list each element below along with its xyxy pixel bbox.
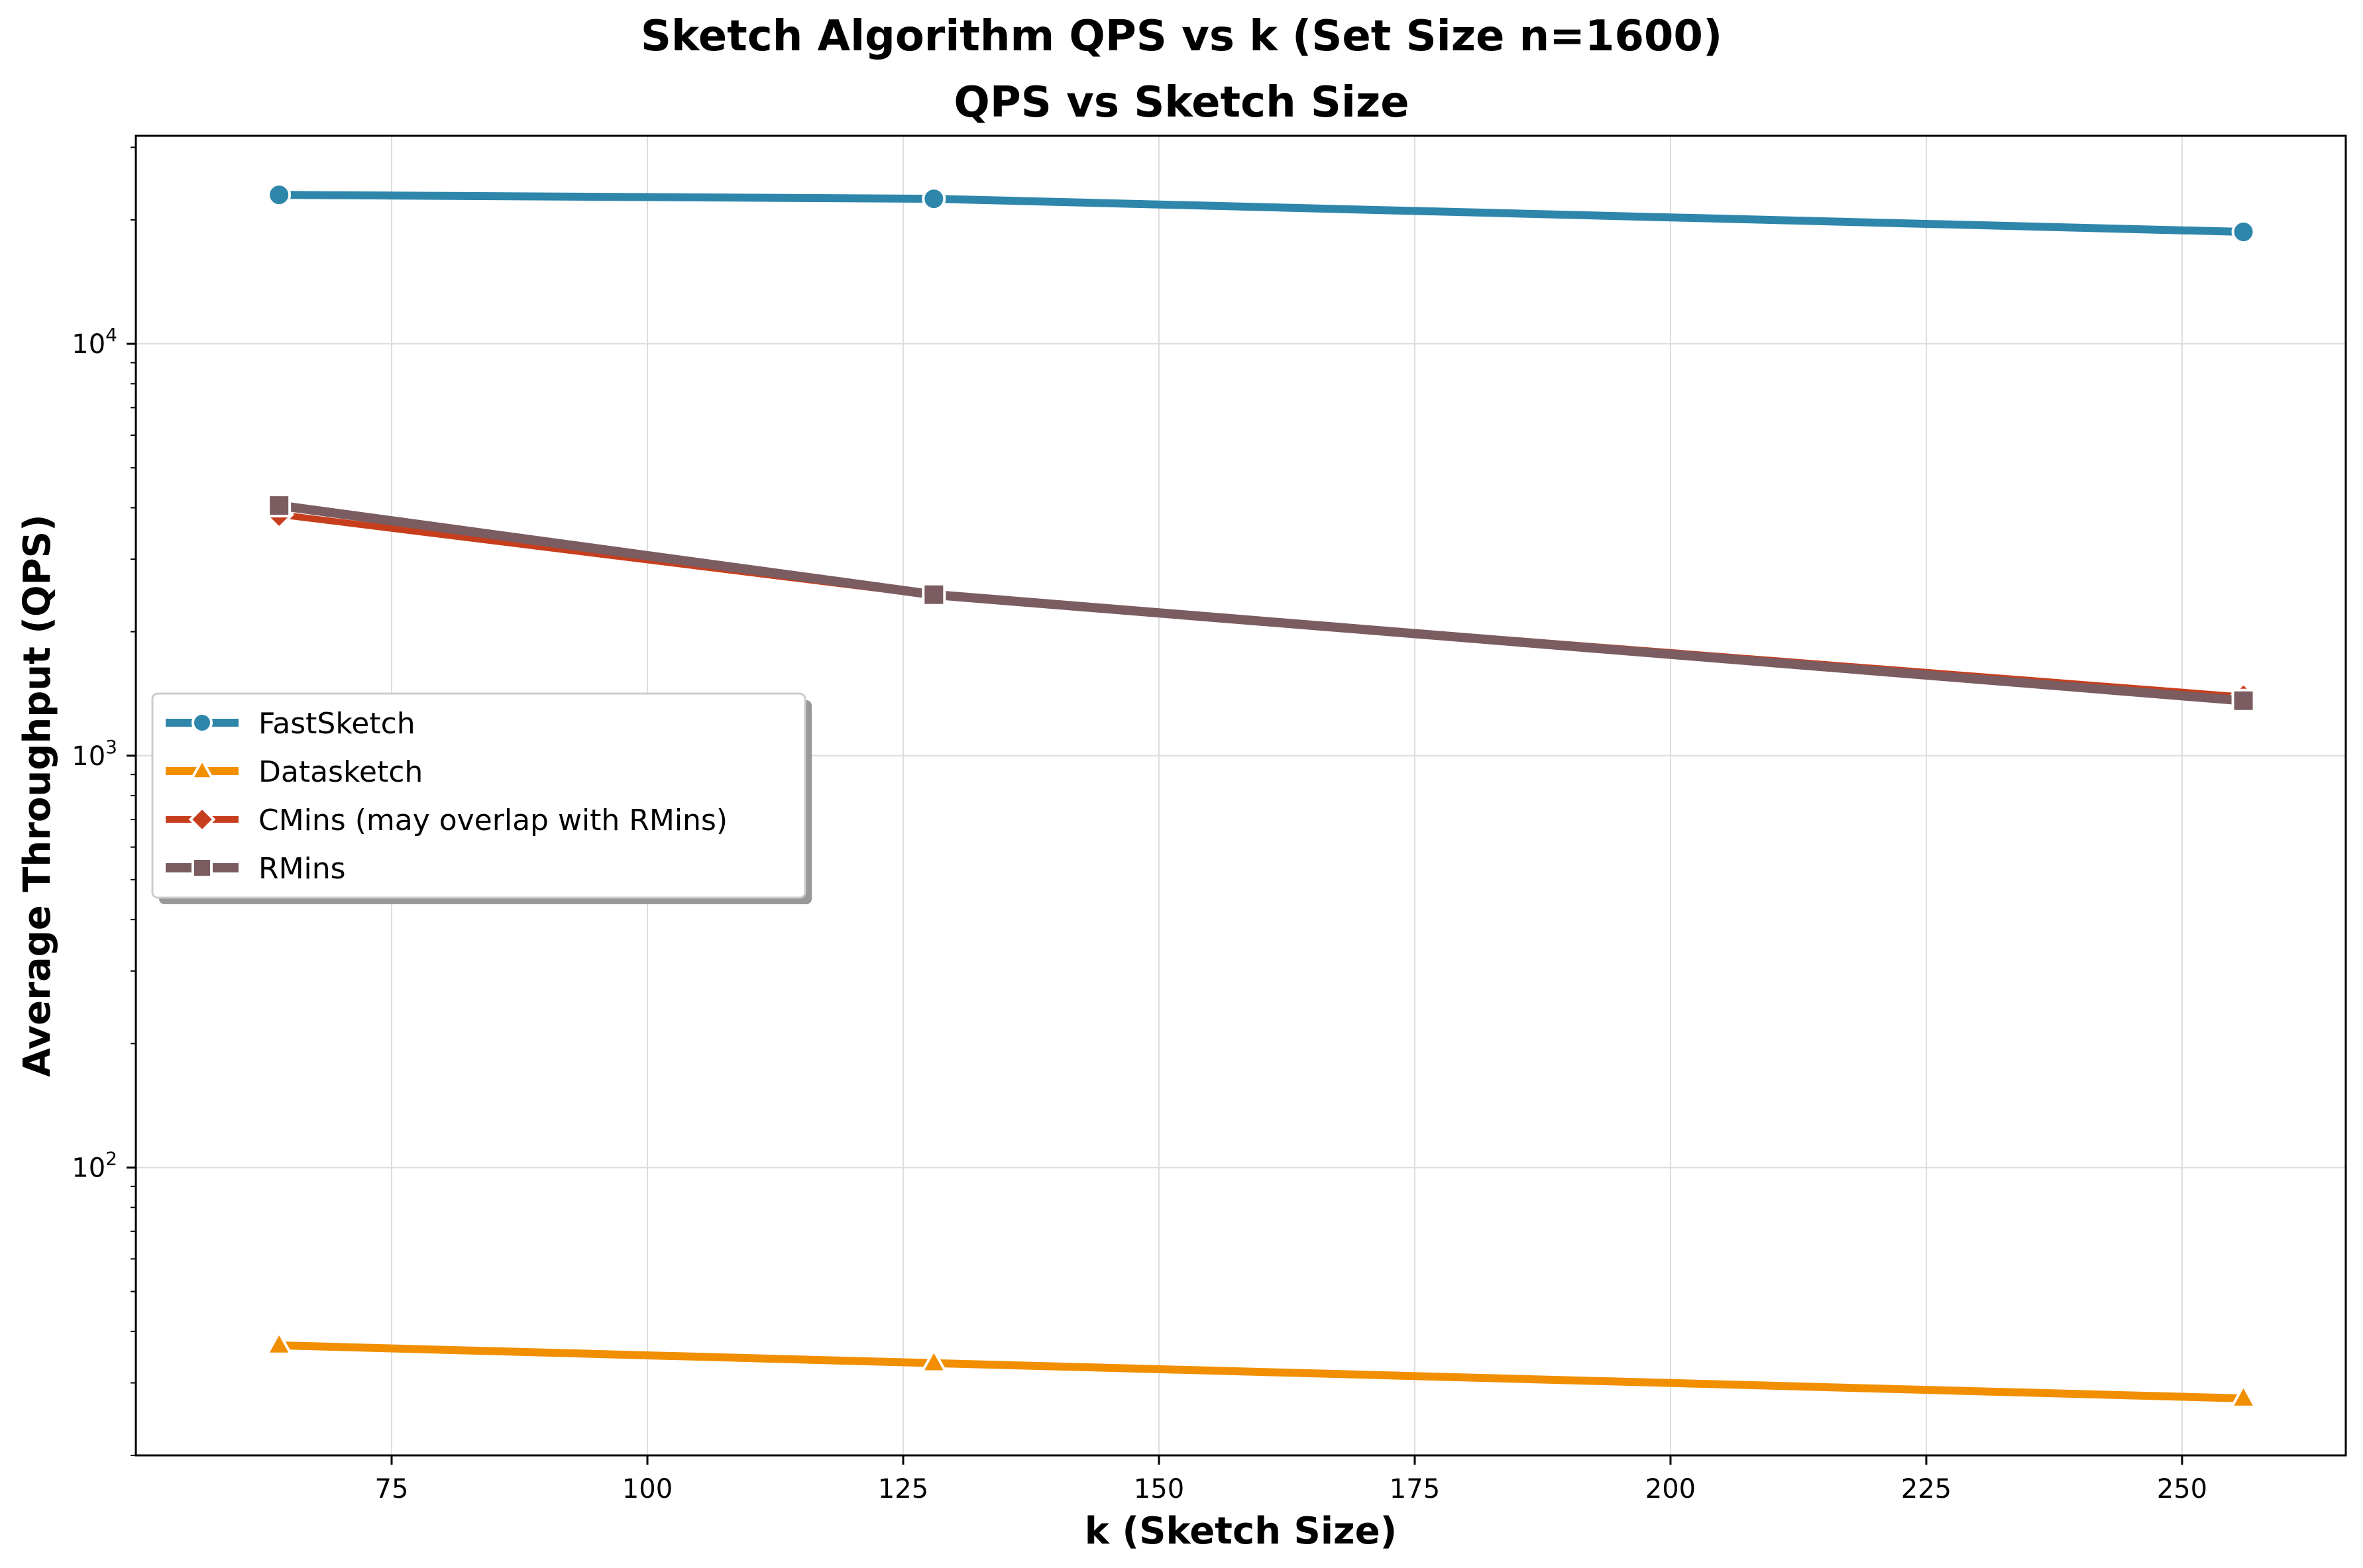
data-point (922, 582, 946, 607)
legend-item: RMins (166, 852, 346, 886)
x-tick-label: 150 (1134, 1474, 1184, 1504)
legend-label: RMins (258, 852, 346, 886)
data-point (2229, 1383, 2258, 1408)
legend-item: FastSketch (166, 707, 415, 741)
x-tick-label: 225 (1901, 1474, 1951, 1504)
legend: FastSketch Datasketch CMins (may overlap w… (151, 692, 812, 904)
series-fastsketch (267, 183, 2256, 244)
x-tick-label: 200 (1645, 1474, 1696, 1504)
series-rmins (267, 494, 2256, 713)
legend-label: CMins (may overlap with RMins) (258, 804, 728, 837)
y-axis-title: Average Throughput (QPS) (16, 514, 59, 1076)
chart-suptitle: Sketch Algorithm QPS vs k (Set Size n=16… (640, 12, 1723, 61)
data-point (265, 1330, 294, 1355)
series-line (275, 191, 2248, 236)
legend-item: Datasketch (166, 755, 423, 789)
legend-item: CMins (may overlap with RMins) (166, 804, 728, 837)
x-tick-label: 100 (622, 1474, 673, 1504)
legend-box (151, 692, 806, 899)
data-point (2231, 220, 2256, 244)
x-tick-label: 175 (1390, 1474, 1440, 1504)
y-tick-label: 104 (72, 324, 117, 360)
x-tick-label: 75 (375, 1474, 409, 1504)
x-tick-label: 250 (2157, 1474, 2207, 1504)
data-point (2231, 688, 2256, 713)
legend-label: Datasketch (258, 755, 423, 789)
axis-layer: 75 100 125 150 175 200 225 250 102 103 104 (72, 146, 2207, 1504)
data-point (922, 187, 946, 211)
chart-title: QPS vs Sketch Size (954, 78, 1409, 127)
grid-layer (136, 136, 2346, 1455)
y-tick-label: 102 (72, 1147, 117, 1183)
x-axis-title: k (Sketch Size) (1085, 1510, 1397, 1553)
legend-marker (188, 806, 216, 833)
series-layer (264, 183, 2259, 1408)
data-point (267, 183, 292, 207)
series-datasketch (265, 1330, 2258, 1408)
legend-label: FastSketch (258, 707, 415, 741)
legend-marker (190, 757, 215, 780)
data-point (267, 494, 292, 518)
y-tick-label: 103 (72, 736, 117, 772)
series-line (275, 1341, 2248, 1403)
legend-marker (192, 857, 213, 878)
x-tick-label: 125 (878, 1474, 928, 1504)
data-point (920, 1347, 948, 1373)
legend-marker (192, 712, 213, 733)
